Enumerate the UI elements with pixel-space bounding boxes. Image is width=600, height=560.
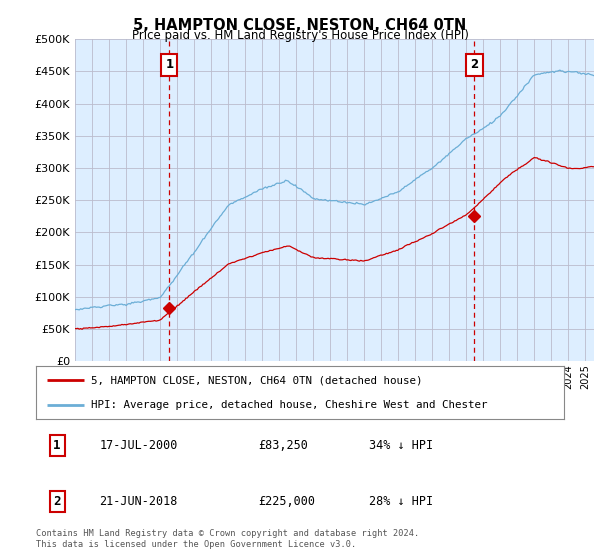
Text: 34% ↓ HPI: 34% ↓ HPI bbox=[368, 439, 433, 452]
Text: 1: 1 bbox=[53, 439, 61, 452]
Text: Price paid vs. HM Land Registry's House Price Index (HPI): Price paid vs. HM Land Registry's House … bbox=[131, 29, 469, 42]
Text: 2: 2 bbox=[470, 58, 478, 72]
Text: Contains HM Land Registry data © Crown copyright and database right 2024.
This d: Contains HM Land Registry data © Crown c… bbox=[36, 529, 419, 549]
Text: HPI: Average price, detached house, Cheshire West and Chester: HPI: Average price, detached house, Ches… bbox=[91, 399, 488, 409]
Text: £83,250: £83,250 bbox=[258, 439, 308, 452]
Text: 17-JUL-2000: 17-JUL-2000 bbox=[100, 439, 178, 452]
Text: 5, HAMPTON CLOSE, NESTON, CH64 0TN: 5, HAMPTON CLOSE, NESTON, CH64 0TN bbox=[133, 18, 467, 33]
Text: £225,000: £225,000 bbox=[258, 495, 315, 508]
Text: 1: 1 bbox=[165, 58, 173, 72]
Text: 2: 2 bbox=[53, 495, 61, 508]
Text: 21-JUN-2018: 21-JUN-2018 bbox=[100, 495, 178, 508]
Text: 5, HAMPTON CLOSE, NESTON, CH64 0TN (detached house): 5, HAMPTON CLOSE, NESTON, CH64 0TN (deta… bbox=[91, 375, 423, 385]
Text: 28% ↓ HPI: 28% ↓ HPI bbox=[368, 495, 433, 508]
